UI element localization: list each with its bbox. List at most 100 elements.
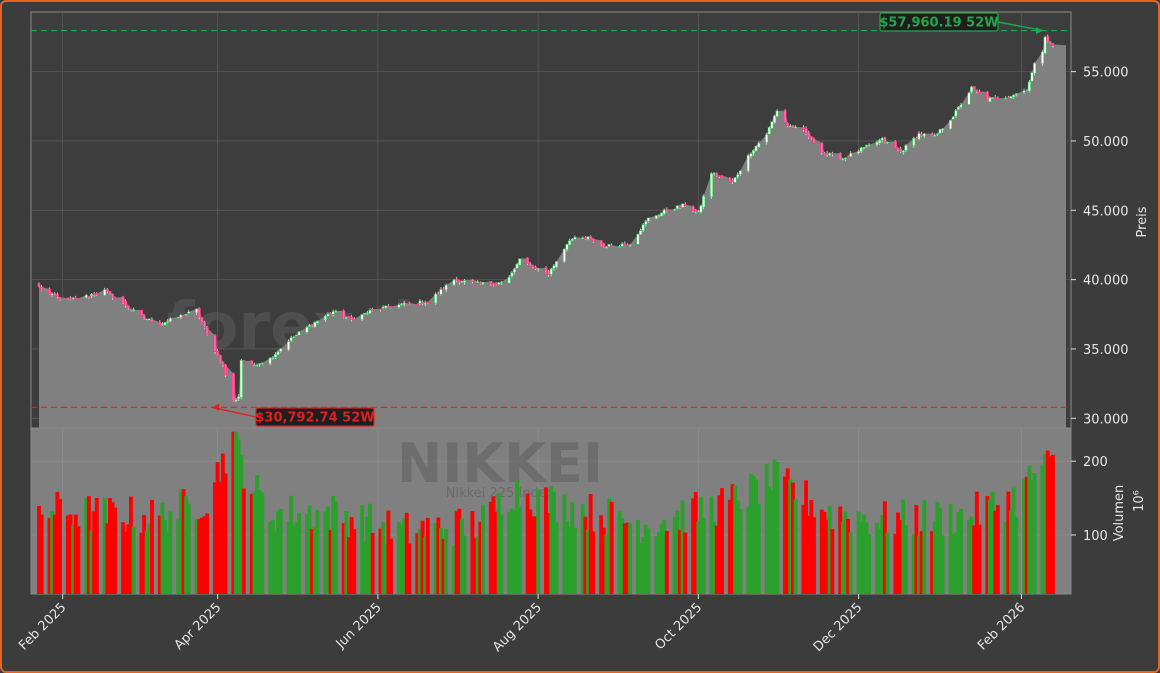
candle (639, 228, 643, 236)
volume-bar (859, 521, 864, 594)
candle (565, 244, 569, 252)
candle-body (970, 86, 974, 93)
candle-body (113, 297, 117, 300)
volume-bar (425, 517, 430, 594)
volume-bar (218, 481, 223, 594)
candle-body (491, 282, 495, 286)
volume-bar (959, 508, 964, 594)
volume-bar (102, 497, 107, 594)
candle (184, 314, 188, 317)
volume-bar (664, 530, 669, 594)
candle-body (292, 336, 296, 339)
candle (297, 331, 301, 336)
volume-bar (312, 527, 317, 594)
candle-body (434, 293, 438, 304)
volume-bar (297, 512, 302, 594)
candle (970, 85, 974, 94)
candle-body (683, 204, 687, 207)
volume-bar (775, 462, 780, 594)
candle-body (728, 177, 732, 182)
candle-body (752, 150, 756, 154)
volume-bar (71, 525, 76, 594)
candle (838, 152, 842, 161)
volume-tick-label: 200 (1083, 455, 1108, 470)
candle-body (124, 300, 128, 306)
volume-bar (819, 509, 824, 594)
candle-body (1004, 97, 1008, 100)
candle (242, 359, 246, 363)
candle (250, 360, 254, 365)
candle (736, 172, 740, 179)
volume-bar (383, 544, 388, 594)
volume-bar (756, 504, 761, 594)
candle (573, 235, 577, 240)
candle (1009, 95, 1013, 99)
candle-body (202, 321, 206, 328)
volume-bar (470, 511, 475, 594)
volume-bar (365, 516, 370, 594)
candle (922, 132, 926, 138)
candle-body (176, 316, 180, 319)
candle-body (497, 282, 501, 285)
x-tick-label: Jun 2025 (333, 600, 385, 652)
volume-bar (701, 517, 706, 594)
candle-body (344, 317, 348, 319)
candle-body (218, 354, 222, 363)
candle-body (512, 268, 516, 273)
candle-body (37, 283, 41, 287)
candle-body (920, 133, 924, 136)
volume-bar (128, 496, 133, 594)
candle (941, 128, 945, 133)
candle-body (604, 247, 608, 249)
candle-body (657, 214, 661, 217)
candle-body (951, 116, 955, 120)
candle-body (224, 364, 228, 376)
candle-body (681, 203, 685, 208)
volume-bar (635, 519, 640, 594)
volume-bar (347, 537, 351, 594)
candle-body (809, 136, 813, 139)
candle (665, 207, 669, 213)
volume-bar (494, 511, 499, 594)
candle (804, 126, 808, 136)
candle (255, 363, 259, 367)
candle-body (738, 170, 742, 175)
candle (397, 303, 401, 309)
volume-bar (68, 514, 73, 594)
candle (1012, 94, 1016, 99)
candle-body (239, 360, 243, 398)
volume-bar (1043, 453, 1048, 594)
candle-body (565, 244, 569, 250)
candle (623, 241, 627, 245)
candle-body (875, 141, 879, 146)
volume-bar (496, 493, 501, 594)
candle-body (111, 293, 115, 298)
candle (323, 314, 327, 322)
candle-body (402, 302, 406, 305)
volume-bar (231, 431, 236, 594)
volume-bar (163, 520, 168, 594)
volume-bar (399, 525, 404, 594)
x-tick-label: Feb 2025 (16, 600, 69, 653)
candle (350, 315, 354, 322)
candle-body (90, 294, 94, 297)
candle-body (231, 373, 235, 402)
volume-bar (699, 497, 703, 594)
candle-body (859, 147, 863, 153)
candle-body (702, 195, 706, 208)
candle-body (589, 236, 593, 239)
candle-body (444, 284, 448, 291)
candle-body (74, 297, 78, 299)
candle-body (473, 280, 477, 283)
candle (105, 288, 109, 294)
volume-bar (457, 508, 462, 594)
volume-bar (255, 475, 259, 594)
candle-body (160, 323, 164, 326)
volume-bar (880, 515, 885, 594)
candle-body (812, 138, 816, 144)
candle-body (166, 320, 170, 323)
volume-bar (861, 514, 866, 594)
volume-bar (370, 532, 375, 594)
candle-body (363, 312, 367, 315)
volume-bar (809, 500, 814, 594)
